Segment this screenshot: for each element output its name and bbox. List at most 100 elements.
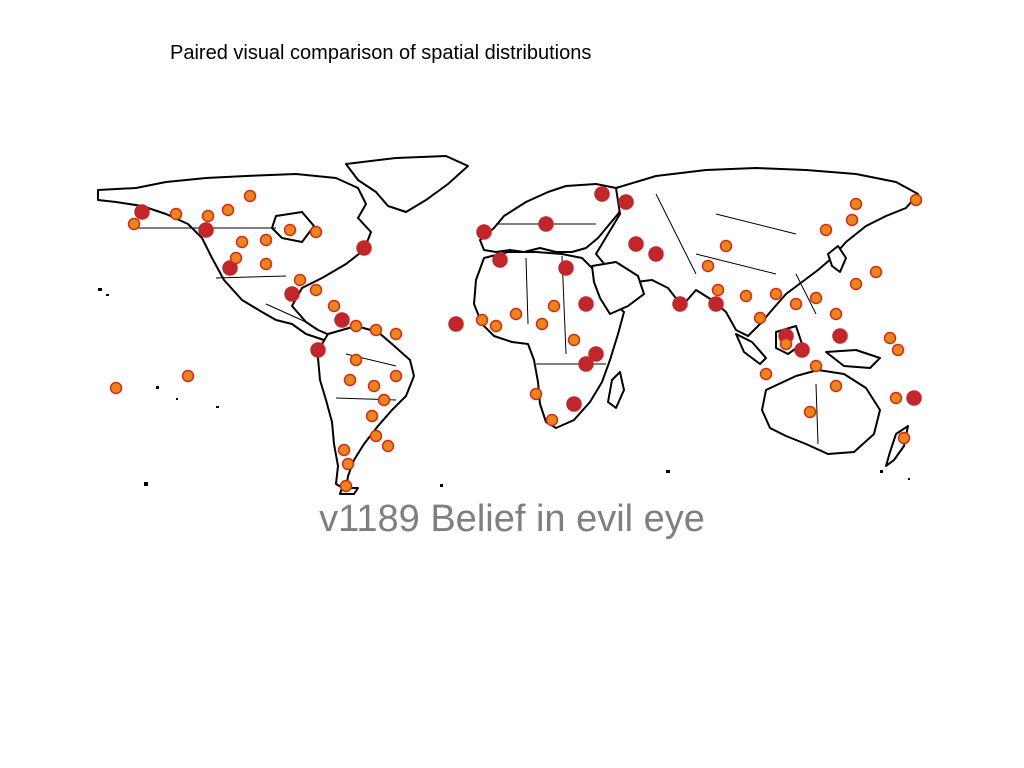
- slide-title: v1189 Belief in evil eye: [319, 498, 705, 540]
- map-point: [708, 296, 724, 312]
- sample-points-present: [109, 189, 923, 493]
- map-point: [849, 197, 863, 211]
- map-point: [529, 387, 543, 401]
- map-point: [369, 429, 383, 443]
- map-point: [803, 405, 817, 419]
- map-point: [594, 186, 610, 202]
- map-point: [829, 379, 843, 393]
- map-point: [672, 296, 688, 312]
- map-point: [221, 203, 235, 217]
- map-point: [809, 359, 823, 373]
- scattered-islands: [98, 288, 910, 487]
- japan-landmass: [827, 245, 847, 273]
- map-point: [327, 299, 341, 313]
- map-point: [566, 396, 582, 412]
- map-point: [222, 260, 238, 276]
- map-point: [134, 204, 150, 220]
- map-point: [356, 240, 372, 256]
- map-point: [889, 391, 903, 405]
- map-point: [759, 367, 773, 381]
- map-point: [545, 413, 559, 427]
- map-point: [259, 233, 273, 247]
- map-point: [181, 369, 195, 383]
- map-point: [538, 216, 554, 232]
- map-point: [109, 381, 123, 395]
- map-point: [492, 252, 508, 268]
- map-point: [169, 207, 183, 221]
- map-point: [349, 353, 363, 367]
- arabian-peninsula: [591, 261, 645, 315]
- map-point: [701, 259, 715, 273]
- map-point: [293, 273, 307, 287]
- map-point: [127, 217, 141, 231]
- map-point: [367, 379, 381, 393]
- map-point: [909, 193, 923, 207]
- land-outlines: [97, 155, 919, 495]
- europe-landmass: [479, 183, 627, 253]
- map-point: [476, 224, 492, 240]
- map-point: [567, 333, 581, 347]
- map-point: [310, 342, 326, 358]
- map-point: [906, 390, 922, 406]
- map-point: [337, 443, 351, 457]
- map-point: [794, 342, 810, 358]
- map-point: [739, 289, 753, 303]
- map-point: [547, 299, 561, 313]
- map-point: [578, 356, 594, 372]
- sumatra-landmass: [735, 333, 767, 365]
- map-point: [535, 317, 549, 331]
- map-point: [618, 194, 634, 210]
- map-point: [309, 225, 323, 239]
- map-point: [753, 311, 767, 325]
- map-point: [243, 189, 257, 203]
- map-point: [779, 337, 793, 351]
- map-point: [259, 257, 273, 271]
- map-point: [819, 223, 833, 237]
- map-point: [832, 328, 848, 344]
- map-point: [489, 319, 503, 333]
- greenland-landmass: [345, 155, 469, 213]
- map-point: [341, 457, 355, 471]
- map-point: [284, 286, 300, 302]
- map-point: [334, 312, 350, 328]
- map-point: [389, 327, 403, 341]
- new-guinea-landmass: [825, 349, 881, 369]
- map-point: [349, 319, 363, 333]
- map-point: [849, 277, 863, 291]
- map-point: [235, 235, 249, 249]
- map-point: [509, 307, 523, 321]
- madagascar-landmass: [607, 371, 625, 409]
- map-point: [448, 316, 464, 332]
- asia-landmass: [595, 167, 919, 337]
- header-title: Paired visual comparison of spatial dist…: [170, 42, 592, 64]
- map-point: [365, 409, 379, 423]
- map-point: [891, 343, 905, 357]
- map-point: [475, 313, 489, 327]
- world-map: [96, 154, 924, 496]
- map-point: [769, 287, 783, 301]
- map-point: [309, 283, 323, 297]
- map-point: [339, 479, 353, 493]
- map-point: [283, 223, 297, 237]
- map-point: [719, 239, 733, 253]
- map-point: [711, 283, 725, 297]
- map-point: [897, 431, 911, 445]
- map-point: [829, 307, 843, 321]
- map-point: [845, 213, 859, 227]
- map-point: [343, 373, 357, 387]
- map-point: [578, 296, 594, 312]
- map-point: [809, 291, 823, 305]
- map-point: [588, 346, 604, 362]
- map-point: [389, 369, 403, 383]
- map-point: [201, 209, 215, 223]
- australia-landmass: [761, 369, 881, 455]
- map-point: [198, 222, 214, 238]
- map-point: [558, 260, 574, 276]
- south-america-landmass: [317, 325, 415, 491]
- map-point: [883, 331, 897, 345]
- map-point: [789, 297, 803, 311]
- africa-landmass: [473, 251, 625, 429]
- map-point: [229, 251, 243, 265]
- map-point: [377, 393, 391, 407]
- map-point: [628, 236, 644, 252]
